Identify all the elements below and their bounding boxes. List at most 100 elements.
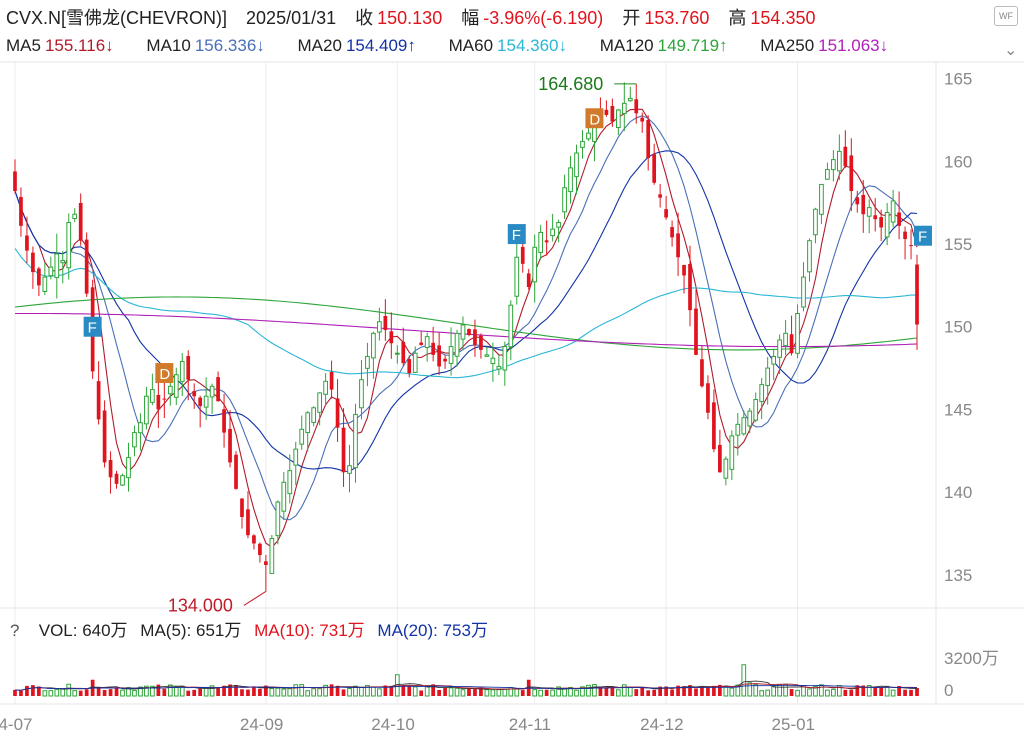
- wf-icon[interactable]: WF: [994, 6, 1018, 26]
- volume-bar-up: [759, 690, 765, 697]
- candle-body-down: [640, 117, 645, 122]
- annotation-leader: [243, 591, 267, 606]
- volume-bar-down: [25, 685, 29, 696]
- chevron-down-icon[interactable]: ⌄: [1004, 42, 1018, 59]
- candle-body-up: [759, 384, 765, 403]
- volume-bar-up: [765, 689, 771, 697]
- candle-body-down: [240, 498, 244, 517]
- volume-bar-up: [72, 690, 78, 697]
- help-icon[interactable]: ?: [10, 621, 20, 640]
- candle-body-down: [335, 398, 340, 428]
- candle-body-down: [897, 212, 901, 226]
- volume-bar-up: [783, 683, 788, 697]
- volume-bar-down: [156, 684, 161, 696]
- candle-body-down: [246, 509, 250, 536]
- candle-body-down: [401, 341, 406, 364]
- candle-body-down: [479, 335, 483, 350]
- volume-bar-up: [580, 686, 585, 697]
- volume-bar-down: [246, 689, 250, 696]
- vol-value: VOL: 640万: [38, 621, 128, 640]
- volume-bar-up: [365, 684, 370, 697]
- candle-body-up: [126, 456, 131, 479]
- time-tick-label: 24-12: [640, 715, 683, 734]
- volume-bar-down: [652, 689, 657, 696]
- candle-body-down: [682, 264, 686, 276]
- volume-bar-up: [377, 688, 382, 697]
- quote-header: CVX.N[雪佛龙(CHEVRON)] 2025/01/31 收 150.130 …: [0, 0, 1024, 62]
- candle-body-down: [467, 328, 471, 335]
- candle-body-up: [801, 276, 806, 308]
- symbol-name[interactable]: CVX.N[雪佛龙(CHEVRON)]: [6, 8, 228, 28]
- candle-body-down: [419, 342, 424, 345]
- candle-body-down: [664, 209, 668, 218]
- candle-body-up: [753, 399, 759, 421]
- change-label: 幅: [461, 8, 480, 28]
- candle-body-up: [729, 435, 735, 470]
- candle-body-up: [825, 169, 830, 180]
- volume-bar-up: [54, 689, 60, 697]
- volume-bar-down: [670, 689, 674, 696]
- volume-bar-down: [873, 687, 878, 696]
- candle-body-up: [837, 150, 842, 172]
- volume-bar-down: [879, 687, 884, 696]
- volume-bar-down: [903, 689, 907, 696]
- candle-body-down: [192, 391, 197, 397]
- volume-bar-down: [431, 684, 435, 696]
- volume-tick-label: 3200万: [944, 649, 999, 668]
- candle-body-down: [19, 196, 23, 226]
- volume-bar-up: [269, 688, 275, 697]
- ma60-legend: MA60 154.360↓: [449, 36, 581, 55]
- candle-body-down: [156, 394, 161, 410]
- candle-body-down: [443, 358, 447, 362]
- volume-bar-up: [144, 685, 149, 697]
- candle-body-down: [264, 561, 268, 565]
- volume-bar-down: [604, 687, 609, 696]
- high-label: 高: [728, 8, 747, 28]
- candle-body-down: [652, 154, 657, 183]
- volume-bar-up: [460, 689, 466, 697]
- candle-body-up: [179, 360, 185, 382]
- volume-bar-down: [108, 689, 113, 696]
- vol-ma20: MA(20): 753万: [377, 621, 488, 640]
- signal-marker-box: [507, 224, 526, 245]
- candle-body-up: [568, 167, 573, 193]
- volume-bar-up: [562, 688, 567, 697]
- volume-tick-label: 0: [944, 681, 953, 700]
- close-value: 150.130: [377, 8, 443, 28]
- ma60-value: 154.360↓: [497, 36, 567, 55]
- candle-body-down: [718, 444, 722, 473]
- volume-bar-up: [819, 684, 824, 697]
- candle-body-up: [502, 346, 508, 371]
- ma250-name: MA250: [760, 36, 815, 55]
- candle-body-up: [150, 389, 155, 403]
- candle-body-up: [484, 354, 490, 357]
- candle-body-up: [627, 97, 633, 102]
- volume-bar-down: [329, 684, 334, 696]
- candle-body-up: [490, 357, 496, 364]
- ma120-name: MA120: [599, 36, 654, 55]
- volume-bar-up: [825, 689, 830, 697]
- candle-body-down: [329, 371, 334, 390]
- candle-body-down: [198, 397, 203, 407]
- volume-bar-down: [78, 690, 83, 696]
- candle-body-down: [712, 402, 716, 450]
- candle-body-up: [394, 352, 400, 355]
- candle-body-down: [222, 409, 226, 433]
- volume-bar-up: [735, 684, 741, 697]
- volume-bar-up: [353, 685, 358, 697]
- candle-body-up: [54, 253, 60, 279]
- candle-body-up: [514, 256, 520, 297]
- candle-body-down: [228, 428, 232, 463]
- volume-bar-up: [317, 688, 322, 697]
- volume-bar-down: [84, 689, 89, 696]
- candle-body-down: [102, 410, 107, 463]
- volume-bar-down: [102, 689, 107, 696]
- candle-body-up: [807, 240, 812, 273]
- candle-body-down: [610, 105, 615, 122]
- volume-bar-up: [347, 688, 352, 697]
- volume-bar-down: [610, 686, 615, 696]
- volume-bar-up: [538, 689, 544, 697]
- ma5-line: [14, 108, 918, 549]
- candle-body-up: [448, 346, 454, 364]
- volume-bar-down: [694, 688, 698, 696]
